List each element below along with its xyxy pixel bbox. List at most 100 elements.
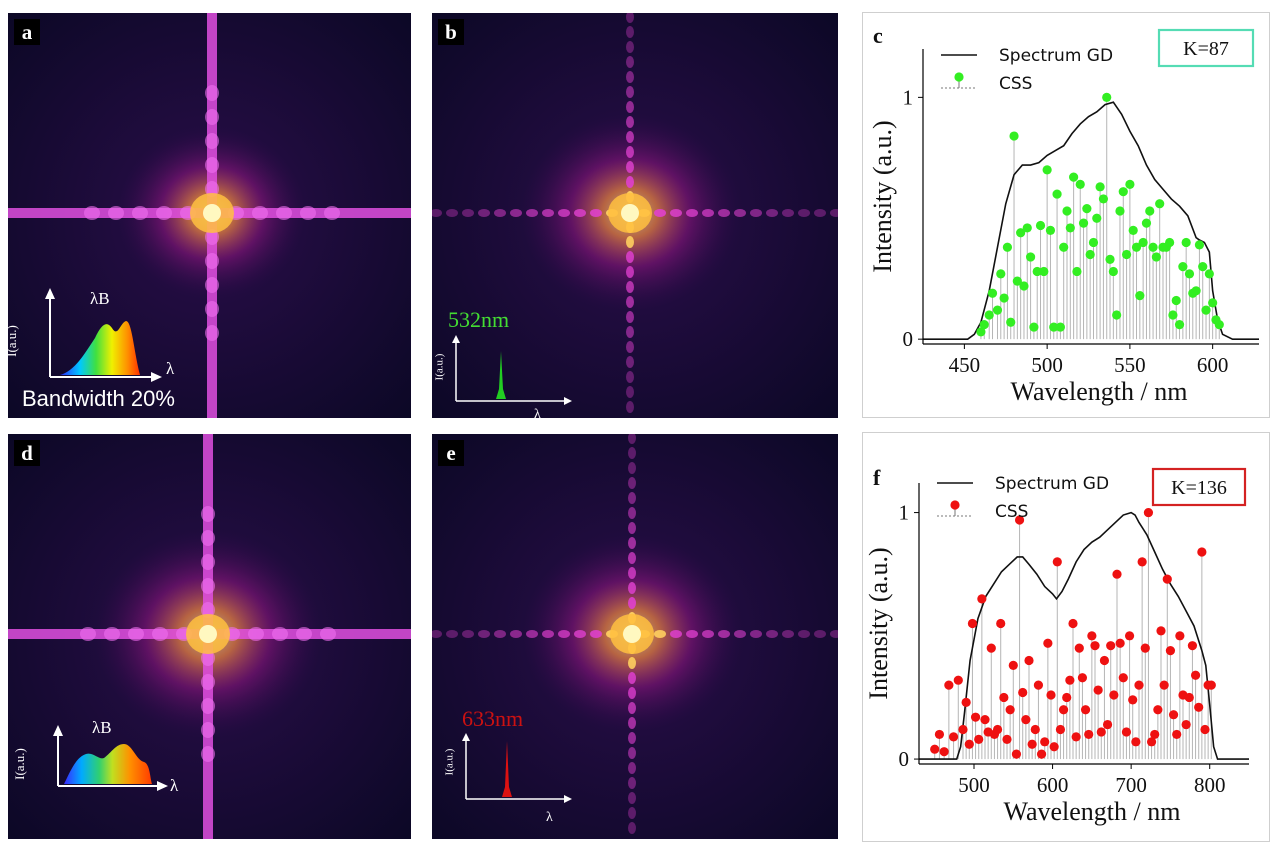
v-streak-lobe xyxy=(205,157,219,173)
inset-x-label-e: λ xyxy=(546,810,553,825)
css-point xyxy=(1052,557,1062,567)
css-point xyxy=(980,715,990,725)
css-point xyxy=(1006,317,1016,327)
v-streak-dot xyxy=(626,13,634,23)
h-streak-dot xyxy=(814,209,826,217)
css-point xyxy=(1197,547,1207,557)
legend-label-css: CSS xyxy=(995,502,1028,522)
h-streak-dot xyxy=(718,630,730,638)
css-point xyxy=(1102,719,1113,730)
inset-x-label-a: λ xyxy=(166,359,175,378)
css-point xyxy=(1198,262,1208,272)
css-point xyxy=(999,692,1009,703)
css-point xyxy=(1194,702,1204,712)
v-streak-dot xyxy=(628,477,636,489)
pattern-center xyxy=(621,204,639,222)
css-point xyxy=(987,288,998,298)
x-tick-label: 600 xyxy=(1037,773,1069,797)
css-point xyxy=(1049,742,1059,752)
css-point xyxy=(1009,131,1019,141)
h-streak-lobe xyxy=(104,627,120,641)
h-streak-dot xyxy=(446,209,458,217)
css-point xyxy=(1098,194,1109,204)
v-streak-dot xyxy=(628,582,636,594)
v-streak-lobe xyxy=(201,722,215,738)
v-streak-lobe xyxy=(205,253,219,269)
k-value-label: K=87 xyxy=(1183,38,1229,60)
y-tick-label: 0 xyxy=(899,747,910,771)
css-point xyxy=(948,732,959,742)
h-streak-dot xyxy=(750,209,762,217)
h-streak-dot xyxy=(750,630,762,638)
h-streak-dot xyxy=(830,209,838,217)
css-point xyxy=(1043,638,1053,648)
css-point xyxy=(1201,305,1211,315)
css-point xyxy=(1175,631,1185,641)
h-streak-dot xyxy=(574,630,586,638)
css-point xyxy=(1121,249,1132,260)
inset-y-label-b: I(a.u.) xyxy=(433,353,446,381)
css-point xyxy=(1093,685,1103,695)
legend-marker-swatch xyxy=(950,500,960,510)
css-point xyxy=(977,594,987,604)
css-point xyxy=(996,618,1006,629)
h-streak-dot xyxy=(686,209,698,217)
css-point xyxy=(961,697,971,707)
h-streak-dot xyxy=(766,630,778,638)
css-point xyxy=(1153,705,1163,715)
v-streak-dot xyxy=(626,26,634,38)
css-point xyxy=(1085,249,1095,260)
spectrum-gd-line xyxy=(919,511,1249,760)
css-point xyxy=(1168,710,1179,720)
v-streak-lobe xyxy=(201,506,215,522)
css-point xyxy=(992,305,1003,315)
css-point xyxy=(1035,220,1046,231)
panel-c-spectrum-chart: 450 500 550 600 0 1 Wavelength / nm Intensity (… xyxy=(862,12,1270,418)
h-streak-dot xyxy=(670,630,682,638)
css-point xyxy=(1168,310,1178,320)
css-point xyxy=(1148,242,1158,252)
panel-b-diffraction-image: b 532nm I(a.u.) λ xyxy=(432,13,838,418)
css-point xyxy=(1125,179,1135,190)
v-streak-lobe xyxy=(205,325,219,341)
css-point xyxy=(1055,322,1065,332)
css-point xyxy=(1046,690,1056,700)
css-point xyxy=(1141,218,1152,228)
css-point xyxy=(1088,237,1099,248)
css-point xyxy=(1087,631,1097,641)
css-point xyxy=(1084,729,1094,740)
css-point xyxy=(939,747,949,757)
css-point xyxy=(1172,729,1182,740)
x-tick-label: 450 xyxy=(949,353,981,377)
css-point xyxy=(1121,727,1132,737)
css-point xyxy=(1052,189,1062,199)
css-point xyxy=(984,310,994,320)
css-point xyxy=(999,293,1009,303)
legend-label-css: CSS xyxy=(999,74,1032,94)
h-streak-dot xyxy=(782,630,794,638)
css-point xyxy=(996,269,1006,279)
inset-peak-label-d: λB xyxy=(92,718,112,737)
css-point xyxy=(1105,254,1115,264)
css-point xyxy=(1008,660,1018,671)
css-point xyxy=(1039,266,1049,277)
v-streak-dot xyxy=(626,371,634,383)
inset-peak-b xyxy=(496,351,506,399)
inset-y-label-a: I(a.u.) xyxy=(8,325,19,357)
css-point xyxy=(1099,655,1110,666)
panel-f-spectrum-chart: 500 600 700 800 0 1 Wavelength / nm Intensity (… xyxy=(862,432,1270,842)
css-point xyxy=(1134,680,1144,690)
css-point xyxy=(1151,252,1161,262)
inset-spectrum-b xyxy=(452,335,572,405)
css-point xyxy=(1068,618,1078,629)
css-point xyxy=(1108,266,1118,277)
v-streak-dot xyxy=(628,702,636,714)
css-point xyxy=(1065,675,1075,685)
css-point xyxy=(1074,643,1084,653)
v-streak-lobe xyxy=(205,109,219,125)
css-point xyxy=(1012,276,1022,286)
h-streak-lobe xyxy=(276,206,292,220)
h-streak-dot xyxy=(798,209,810,217)
wavelength-label-633: 633nm xyxy=(462,706,524,731)
y-tick-label: 1 xyxy=(899,501,910,525)
